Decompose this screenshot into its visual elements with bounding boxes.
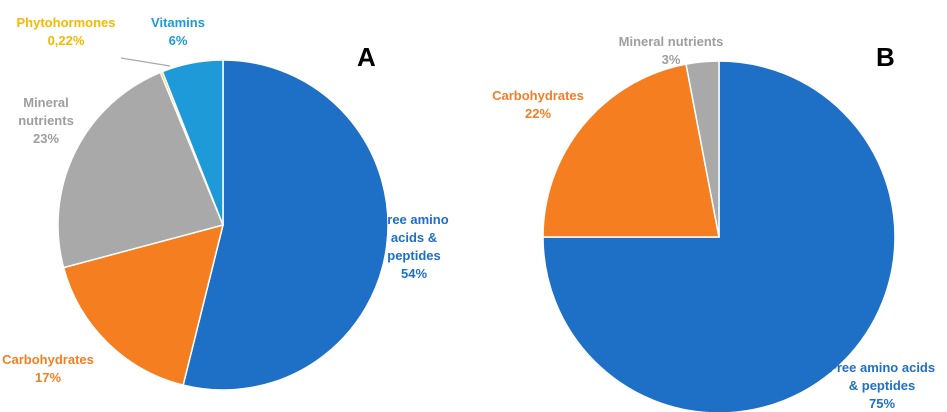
pie-chart-a: Free amino acids & peptides 54% Carbohydrate… — [2, 15, 449, 391]
slice-label-mineral-nutrients: Mineral nutrients 23% — [18, 95, 74, 146]
pie-chart-b: Free amino acids & peptides 75% Carbohydrat… — [492, 34, 935, 412]
leader-line-phytohormones — [120, 57, 171, 67]
slice-label-carbohydrates: Carbohydrates 17% — [2, 352, 94, 385]
pie-slice-free-amino-acids-peptides — [182, 59, 389, 391]
panel-letter-a: A — [357, 42, 376, 72]
slice-label-mineral-nutrients: Mineral nutrients 3% — [619, 34, 724, 67]
pie-slice-mineral-nutrients — [57, 71, 225, 269]
pie-slice-vitamins — [161, 59, 224, 226]
slice-label-vitamins: Vitamins 6% — [151, 15, 205, 48]
pie-slice-carbohydrates — [542, 63, 720, 238]
slice-label-carbohydrates: Carbohydrates 22% — [492, 88, 584, 121]
slice-label-free-amino-acids-peptides: Free amino acids & peptides 54% — [379, 212, 448, 281]
pie-slice-free-amino-acids-peptides — [542, 60, 896, 412]
slice-label-phytohormones: Phytohormones 0,22% — [17, 15, 116, 48]
panel-letter-b: B — [876, 42, 895, 72]
pie-slice-mineral-nutrients — [685, 60, 720, 238]
pie-slice-carbohydrates — [62, 223, 225, 387]
slice-label-free-amino-acids-peptides: Free amino acids & peptides 75% — [829, 360, 935, 411]
